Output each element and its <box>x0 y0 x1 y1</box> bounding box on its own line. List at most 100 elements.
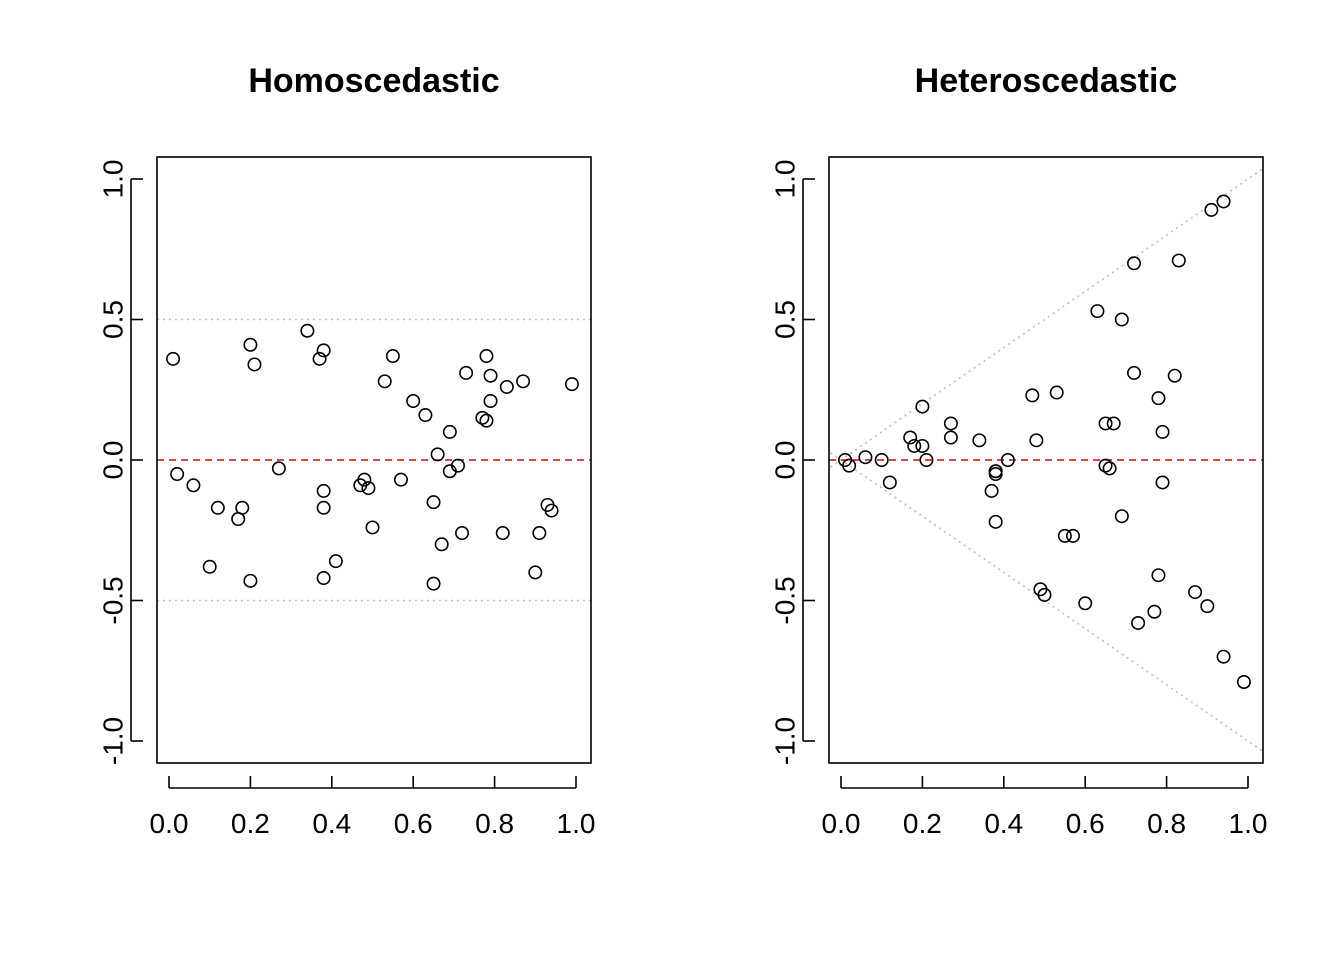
x-tick-label: 0.6 <box>394 808 433 839</box>
data-point <box>300 323 315 338</box>
data-point <box>915 438 930 453</box>
chart-title: Homoscedastic <box>248 62 499 100</box>
y-tick-label: -1.0 <box>770 717 801 765</box>
data-point <box>1147 604 1162 619</box>
data-point <box>528 565 543 580</box>
y-tick-label: 0.0 <box>770 441 801 480</box>
data-point <box>312 351 327 366</box>
data-point <box>365 520 380 535</box>
data-point <box>1236 674 1251 689</box>
reference-lines <box>157 318 591 602</box>
chart-title: Heteroscedastic <box>915 62 1178 100</box>
data-point <box>1127 365 1142 380</box>
x-tick-label: 0.4 <box>312 808 351 839</box>
y-tick-label: 1.0 <box>770 160 801 199</box>
x-tick-label: 1.0 <box>1229 808 1268 839</box>
plot-frame <box>156 156 592 764</box>
data-point <box>243 573 258 588</box>
data-point <box>1216 194 1231 209</box>
data-point <box>1200 599 1215 614</box>
y-tick-label: 1.0 <box>98 160 129 199</box>
data-point <box>1216 649 1231 664</box>
data-point <box>357 472 372 487</box>
data-point <box>564 377 579 392</box>
data-point <box>166 351 181 366</box>
data-point <box>483 393 498 408</box>
homoscedastic-panel: Homoscedastic 0.0 0.2 0.4 0.6 0.8 1.0 -1.0 -0.5… <box>98 62 596 839</box>
x-tick-label: 0.0 <box>150 808 189 839</box>
y-tick-label: -0.5 <box>98 576 129 624</box>
y-tick-label: 0.0 <box>98 441 129 480</box>
y-tick-label: -1.0 <box>98 717 129 765</box>
data-point <box>170 467 185 482</box>
x-tick-label: 1.0 <box>557 808 596 839</box>
data-point <box>271 461 286 476</box>
x-tick-label: 0.2 <box>231 808 270 839</box>
data-point <box>426 495 441 510</box>
data-point <box>459 365 474 380</box>
data-point <box>1078 596 1093 611</box>
data-point <box>442 424 457 439</box>
data-point <box>903 430 918 445</box>
data-point <box>988 464 1003 479</box>
data-point <box>1065 528 1080 543</box>
data-point <box>1098 416 1113 431</box>
data-point <box>1057 528 1072 543</box>
data-point <box>1098 458 1113 473</box>
data-point <box>316 571 331 586</box>
data-point <box>1131 615 1146 630</box>
upper-bound-line <box>829 167 1263 470</box>
data-point <box>907 438 922 453</box>
data-point <box>858 450 873 465</box>
data-point <box>243 337 258 352</box>
data-point <box>247 357 262 372</box>
data-point <box>483 368 498 383</box>
data-point <box>499 379 514 394</box>
data-point <box>434 537 449 552</box>
data-point <box>1114 312 1129 327</box>
data-point <box>1171 253 1186 268</box>
data-point <box>984 483 999 498</box>
data-point <box>1106 416 1121 431</box>
data-point <box>210 500 225 515</box>
data-point <box>915 399 930 414</box>
data-point <box>1204 202 1219 217</box>
data-point <box>328 554 343 569</box>
data-point <box>1151 391 1166 406</box>
data-point <box>882 475 897 490</box>
data-point <box>1167 368 1182 383</box>
x-tick-label: 0.2 <box>903 808 942 839</box>
data-point <box>1029 433 1044 448</box>
x-tick-label: 0.8 <box>475 808 514 839</box>
data-point <box>1114 509 1129 524</box>
data-point <box>943 416 958 431</box>
data-point <box>943 430 958 445</box>
data-point <box>479 413 494 428</box>
x-tick-label: 0.6 <box>1066 808 1105 839</box>
x-tick-label: 0.0 <box>822 808 861 839</box>
data-point <box>495 526 510 541</box>
plot-frame <box>828 156 1264 764</box>
data-point <box>361 481 376 496</box>
data-point <box>1151 568 1166 583</box>
data-point <box>235 500 250 515</box>
data-point <box>1037 587 1052 602</box>
reference-lines <box>829 167 1263 753</box>
data-point <box>1000 452 1015 467</box>
data-point <box>1102 461 1117 476</box>
data-point <box>544 503 559 518</box>
data-point <box>406 393 421 408</box>
data-point <box>186 478 201 493</box>
x-tick-label: 0.4 <box>984 808 1023 839</box>
heteroscedastic-panel: Heteroscedastic 0.0 0.2 0.4 0.6 0.8 1.0 -1.0 -0… <box>770 62 1268 839</box>
data-point <box>316 500 331 515</box>
data-point <box>1127 256 1142 271</box>
data-point <box>874 452 889 467</box>
data-point <box>377 374 392 389</box>
data-point <box>475 410 490 425</box>
data-points <box>166 323 579 591</box>
data-point <box>532 526 547 541</box>
data-point <box>1155 424 1170 439</box>
